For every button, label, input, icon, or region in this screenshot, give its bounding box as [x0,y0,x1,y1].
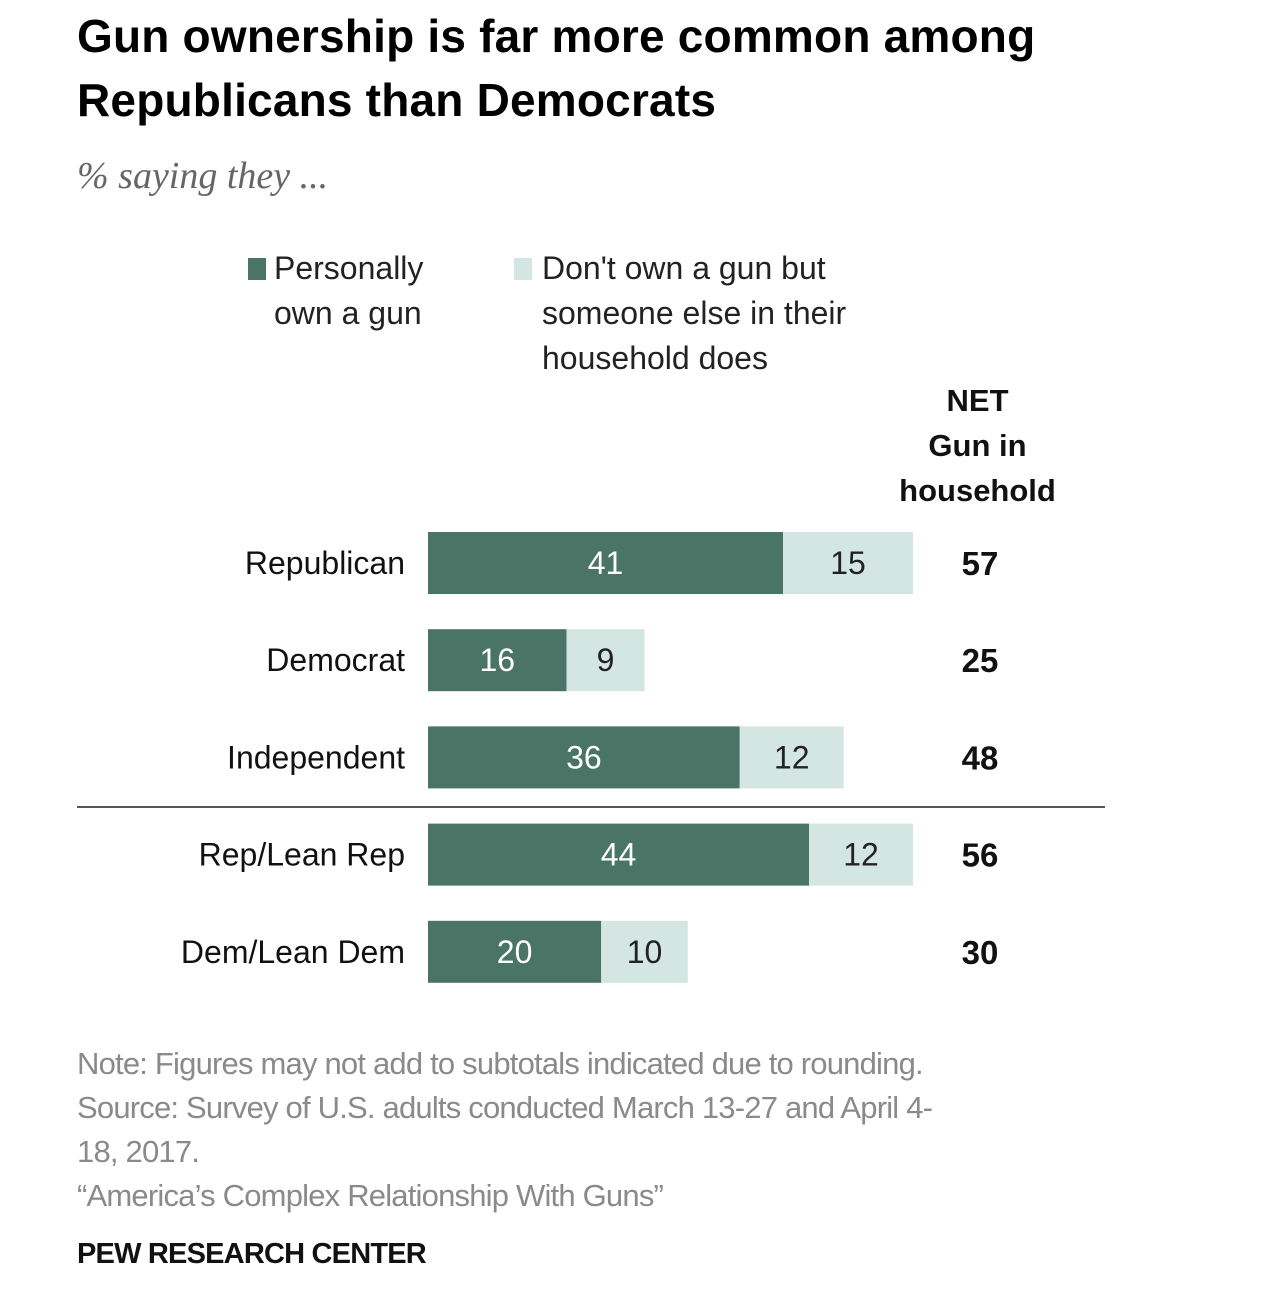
bar-household [783,532,913,594]
note-line: Note: Figures may not add to subtotals i… [77,1046,924,1081]
chart-title: Gun ownership is far more common among R… [77,10,1036,126]
bar-label-personal: 44 [601,837,637,873]
category-label: Dem/Lean Dem [181,934,405,970]
bar-household [739,726,844,789]
legend-label-household: Don't own a gun but someone else in thei… [542,246,846,381]
legend-line: own a gun [274,295,422,331]
source-line-cont: 18, 2017. [77,1134,200,1169]
bar-label-household: 15 [830,545,866,581]
bar-household [809,823,913,886]
bar-label-household: 9 [597,642,615,678]
legend-line: someone else in their [542,295,847,331]
bar-chart: Republican 41 15 57 Democrat 16 9 25 Independent… [77,532,1105,983]
bar-personal [428,920,602,983]
footnote: Note: Figures may not add to subtotals i… [77,1042,1107,1218]
report-title-line: “America’s Complex Relationship With Gun… [77,1178,664,1213]
net-column-header: NET Gun in household [880,378,1075,513]
legend-swatch-personal [248,258,266,280]
legend-line: Personally [274,250,424,286]
net-value: 57 [962,545,999,582]
category-label: Independent [227,739,405,775]
chart-subtitle: % saying they ... [77,155,329,197]
bar-label-household: 10 [627,934,663,970]
net-value: 56 [962,837,999,874]
legend-swatch-household [514,258,532,280]
net-value: 48 [962,739,999,776]
bar-label-household: 12 [774,739,810,775]
bar-personal [428,532,784,594]
net-header-line: Gun in [928,428,1027,463]
bar-household [566,629,645,692]
bar-label-personal: 16 [479,642,515,678]
pew-logo-text: PEW RESEARCH CENTER [77,1238,427,1270]
legend-label-personal: Personally own a gun [274,246,423,336]
legend-line: household does [542,340,768,376]
category-label: Republican [245,545,405,581]
category-label: Rep/Lean Rep [199,837,405,873]
source-line: Source: Survey of U.S. adults conducted … [77,1090,933,1125]
bar-personal [428,629,567,692]
category-label: Democrat [266,642,405,678]
bar-personal [428,726,740,789]
legend-line: Don't own a gun but [542,250,826,286]
bar-label-personal: 20 [497,934,533,970]
bar-household [601,920,688,983]
bar-personal [428,823,810,886]
net-header-line: NET [946,383,1009,418]
bar-label-personal: 36 [566,739,602,775]
bar-label-personal: 41 [588,545,624,581]
net-value: 25 [962,642,999,679]
net-value: 30 [962,934,999,971]
net-header-line: household [899,473,1056,508]
bar-label-household: 12 [843,837,879,873]
